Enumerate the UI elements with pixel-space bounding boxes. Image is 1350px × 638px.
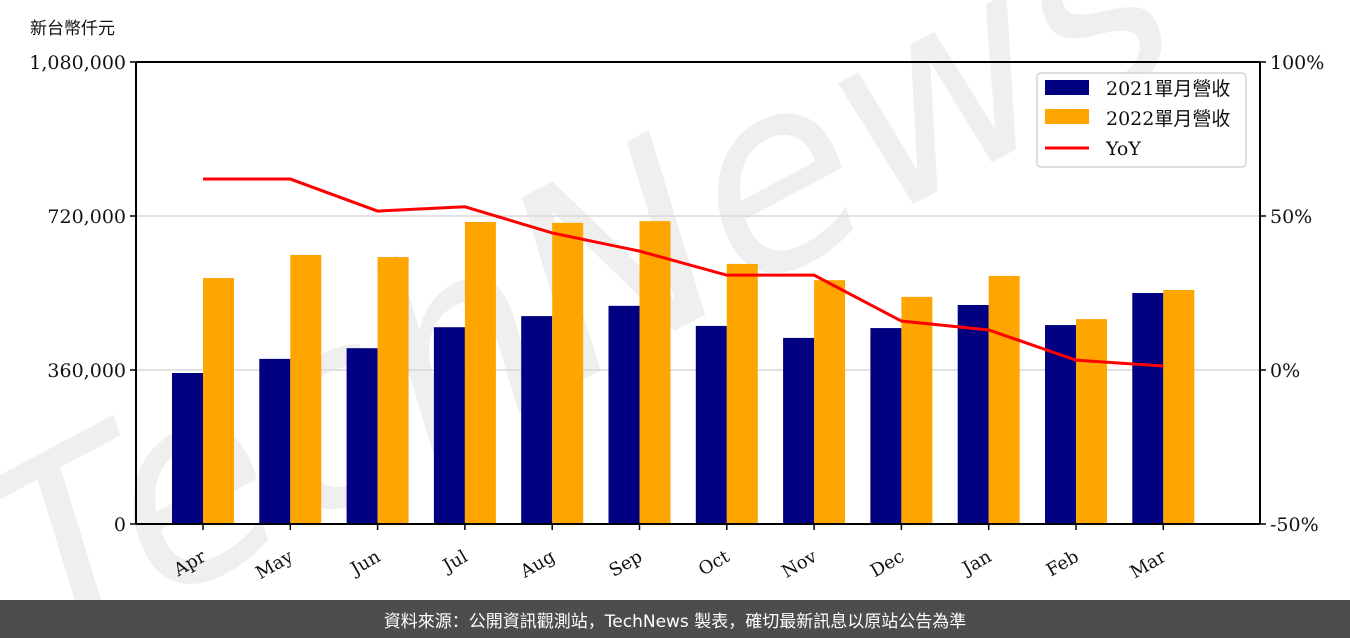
bar-2021-may xyxy=(259,358,291,524)
bar-2021-aug xyxy=(521,316,553,524)
bar-2021-mar xyxy=(1132,293,1164,524)
bar-2022-nov xyxy=(814,280,846,524)
bar-2022-aug xyxy=(552,222,584,524)
legend-label-1: 2022單月營收 xyxy=(1106,108,1230,130)
x-tick-label-oct: Oct xyxy=(695,546,734,581)
bar-2022-jul xyxy=(464,221,496,524)
left-tick-label: 0 xyxy=(114,514,126,536)
bar-2021-oct xyxy=(695,325,727,524)
revenue-chart: TechNews0360,000720,0001,080,000-50%0%50… xyxy=(0,0,1324,600)
x-tick-label-aug: Aug xyxy=(516,546,559,583)
bar-2021-sep xyxy=(608,305,640,524)
x-tick-label-jan: Jan xyxy=(957,546,995,580)
bar-2022-apr xyxy=(203,278,234,524)
legend-label-0: 2021單月營收 xyxy=(1106,78,1230,100)
bar-2022-jan xyxy=(988,275,1020,524)
legend-swatch-2022 xyxy=(1045,109,1089,124)
x-tick-label-jul: Jul xyxy=(438,546,472,578)
bar-2022-may xyxy=(290,254,322,524)
source-footer: 資料來源：公開資訊觀測站，TechNews 製表，確切最新訊息以原站公告為準 xyxy=(0,600,1350,638)
bar-2022-jun xyxy=(377,257,409,524)
footer-text: 資料來源：公開資訊觀測站，TechNews 製表，確切最新訊息以原站公告為準 xyxy=(383,611,967,632)
bar-2021-nov xyxy=(783,337,815,524)
bar-2022-sep xyxy=(639,221,671,524)
left-tick-label: 720,000 xyxy=(47,206,126,228)
chart-legend: 2021單月營收 2022單月營收 YoY xyxy=(1036,72,1247,168)
right-tick-label: 100% xyxy=(1270,52,1324,74)
left-tick-label: 1,080,000 xyxy=(29,52,126,74)
bar-2022-feb xyxy=(1076,319,1107,524)
bar-2022-dec xyxy=(901,296,933,524)
x-tick-label-dec: Dec xyxy=(867,546,908,582)
right-tick-label: 50% xyxy=(1270,206,1312,228)
yoy-line xyxy=(203,177,1164,368)
legend-swatch-2021 xyxy=(1045,80,1089,95)
legend-label-2: YoY xyxy=(1105,138,1141,160)
x-tick-label-feb: Feb xyxy=(1043,546,1083,581)
left-tick-label: 360,000 xyxy=(47,360,126,382)
bar-2021-jul xyxy=(433,327,465,524)
bar-2022-oct xyxy=(726,263,758,524)
x-tick-label-mar: Mar xyxy=(1127,546,1171,583)
y-axis-unit-label: 新台幣仟元 xyxy=(30,19,115,39)
bar-2021-dec xyxy=(870,328,902,524)
x-tick-label-nov: Nov xyxy=(778,546,821,583)
x-tick-label-sep: Sep xyxy=(606,546,646,581)
legend-frame xyxy=(1036,72,1247,168)
bar-2021-apr xyxy=(172,372,203,524)
bar-2021-jan xyxy=(957,304,989,524)
right-tick-label: 0% xyxy=(1270,360,1300,382)
bar-2022-mar xyxy=(1163,290,1195,524)
bar-2021-jun xyxy=(346,348,378,524)
right-tick-label: -50% xyxy=(1270,514,1319,536)
